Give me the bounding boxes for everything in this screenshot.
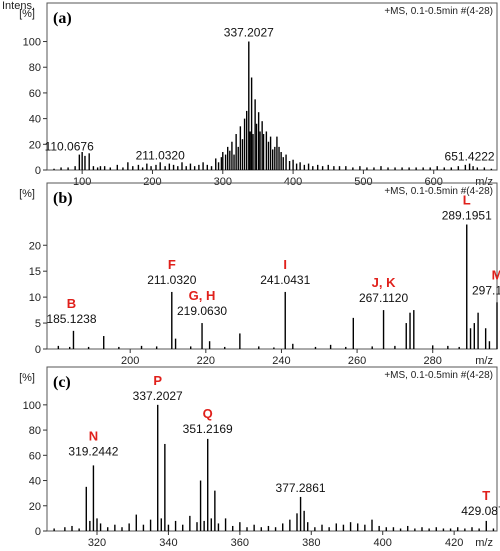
y-tick-label: 0	[35, 344, 41, 356]
x-tick-label: 340	[159, 537, 177, 549]
peak-label: 337.2027	[224, 26, 274, 40]
x-tick-label: 400	[284, 176, 302, 188]
y-tick-label: 80	[29, 62, 41, 74]
x-tick-label: 260	[348, 355, 366, 367]
y-tick-label: 40	[29, 114, 41, 126]
fragment-letter: G, H	[189, 288, 216, 303]
y-tick-label: 100	[23, 37, 41, 49]
peak-label: 297.1285	[472, 283, 500, 297]
peak-label: 219.0630	[177, 304, 227, 318]
peak-label: 651.4222	[445, 150, 495, 164]
fragment-letter: T	[482, 488, 490, 503]
panel-label: (c)	[53, 374, 71, 391]
plot-frame	[46, 366, 498, 532]
x-tick-label: 240	[272, 355, 290, 367]
x-tick-label: 100	[73, 176, 91, 188]
peak-label: 211.0320	[147, 273, 196, 287]
x-tick-label: 360	[231, 537, 249, 549]
y-axis-unit: [%]	[19, 188, 35, 200]
plot-frame	[46, 2, 498, 171]
peak-label: 351.2169	[183, 422, 233, 436]
scan-header: +MS, 0.1-0.5min #(4-28)	[384, 6, 493, 17]
x-tick-label: 400	[374, 537, 392, 549]
panel-label: (b)	[53, 190, 73, 207]
x-axis-label: m/z	[475, 176, 493, 188]
fragment-letter: Q	[203, 406, 213, 421]
fragment-letter: N	[89, 428, 98, 443]
plot-frame	[46, 182, 498, 350]
y-axis-label: Intens.	[2, 0, 35, 12]
x-tick-label: 500	[354, 176, 372, 188]
scan-header: +MS, 0.1-0.5min #(4-28)	[384, 370, 493, 381]
peak-label: 319.2442	[68, 444, 118, 458]
peak-label: 211.0320	[136, 148, 185, 162]
x-tick-label: 380	[302, 537, 320, 549]
y-axis-unit: [%]	[19, 8, 35, 20]
x-tick-label: 280	[424, 355, 442, 367]
x-tick-label: 220	[197, 355, 215, 367]
y-tick-label: 0	[35, 526, 41, 538]
y-tick-label: 10	[29, 292, 41, 304]
y-tick-label: 20	[29, 501, 41, 513]
spectrum-panel-a: 0 20 40 60 80 100 100 200 300 400 500 600 [%]Intens.…	[2, 0, 498, 188]
y-tick-label: 20	[29, 139, 41, 151]
x-axis-label: m/z	[475, 355, 493, 367]
spectrum-panel-c: 0 20 40 60 80 100 320 340 360 380 400 420 [%] m/z +MS,…	[19, 366, 500, 549]
y-tick-label: 5	[35, 318, 41, 330]
peak-label: 337.2027	[133, 389, 183, 403]
fragment-letter: L	[463, 193, 471, 208]
peak-label: 110.0676	[45, 139, 94, 153]
y-tick-label: 20	[29, 240, 41, 252]
y-axis-unit: [%]	[19, 372, 35, 384]
peak-label: 185.1238	[46, 312, 96, 326]
fragment-letter: B	[67, 296, 76, 311]
fragment-letter: J, K	[372, 275, 396, 290]
y-tick-label: 15	[29, 266, 41, 278]
y-tick-label: 60	[29, 450, 41, 462]
x-tick-label: 320	[88, 537, 106, 549]
x-tick-label: 600	[425, 176, 443, 188]
fragment-letter: M	[492, 267, 500, 282]
x-axis-label: m/z	[475, 537, 493, 549]
x-tick-label: 420	[445, 537, 463, 549]
peak-label: 377.2861	[276, 481, 326, 495]
peak-label: 289.1951	[442, 209, 492, 223]
fragment-letter: F	[168, 257, 176, 272]
peak-label: 429.0875	[461, 504, 500, 518]
scan-header: +MS, 0.1-0.5min #(4-28)	[384, 186, 493, 197]
x-tick-label: 200	[143, 176, 161, 188]
spectrum-panel-b: 0 5 10 15 20 200 220 240 260 280 [%] m/z +MS, 0.1-0.…	[19, 182, 500, 367]
peak-label: 267.1120	[359, 291, 408, 305]
fragment-letter: I	[283, 257, 287, 272]
y-tick-label: 40	[29, 476, 41, 488]
y-tick-label: 80	[29, 425, 41, 437]
fragment-letter: P	[153, 373, 162, 388]
x-tick-label: 200	[121, 355, 139, 367]
y-tick-label: 0	[35, 165, 41, 177]
y-tick-label: 100	[23, 400, 41, 412]
panel-label: (a)	[53, 10, 72, 27]
x-tick-label: 300	[214, 176, 232, 188]
peak-label: 241.0431	[260, 273, 310, 287]
y-tick-label: 60	[29, 88, 41, 100]
